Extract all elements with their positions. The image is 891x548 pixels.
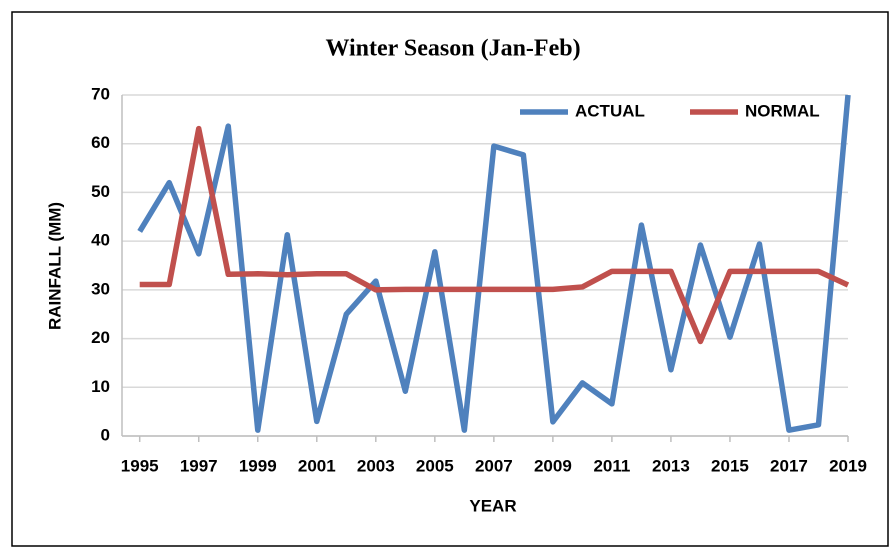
y-tick-label: 10 [91,377,110,396]
x-tick-label: 2001 [298,456,336,475]
x-tick-label: 2009 [534,456,572,475]
x-tick-label: 2005 [416,456,454,475]
x-tick-label: 2011 [593,456,630,475]
x-axis-label: YEAR [469,496,516,515]
data-line [139,125,850,345]
chart-frame [11,11,889,547]
x-tick-label: 2015 [711,456,749,475]
x-tick-label: 1997 [180,456,218,475]
legend-label: ACTUAL [575,101,645,120]
x-tick-label: 2013 [652,456,690,475]
y-tick-label: 60 [91,133,110,152]
y-tick-label: 40 [91,231,110,250]
x-tick-label: 2003 [357,456,395,475]
x-tick-label: 2017 [770,456,808,475]
y-axis-label: RAINFALL (MM) [45,202,64,330]
data-line [137,94,851,433]
x-tick-label: 1995 [121,456,159,475]
y-tick-label: 20 [91,328,110,347]
y-tick-label: 50 [91,182,110,201]
x-tick-label: 2019 [829,456,867,475]
legend-label: NORMAL [745,101,820,120]
x-tick-label: 2007 [475,456,513,475]
y-tick-label: 0 [101,425,110,444]
x-tick-label: 1999 [239,456,277,475]
chart-title: Winter Season (Jan-Feb) [325,36,580,62]
y-tick-label: 30 [91,279,110,298]
y-tick-label: 70 [91,84,110,103]
